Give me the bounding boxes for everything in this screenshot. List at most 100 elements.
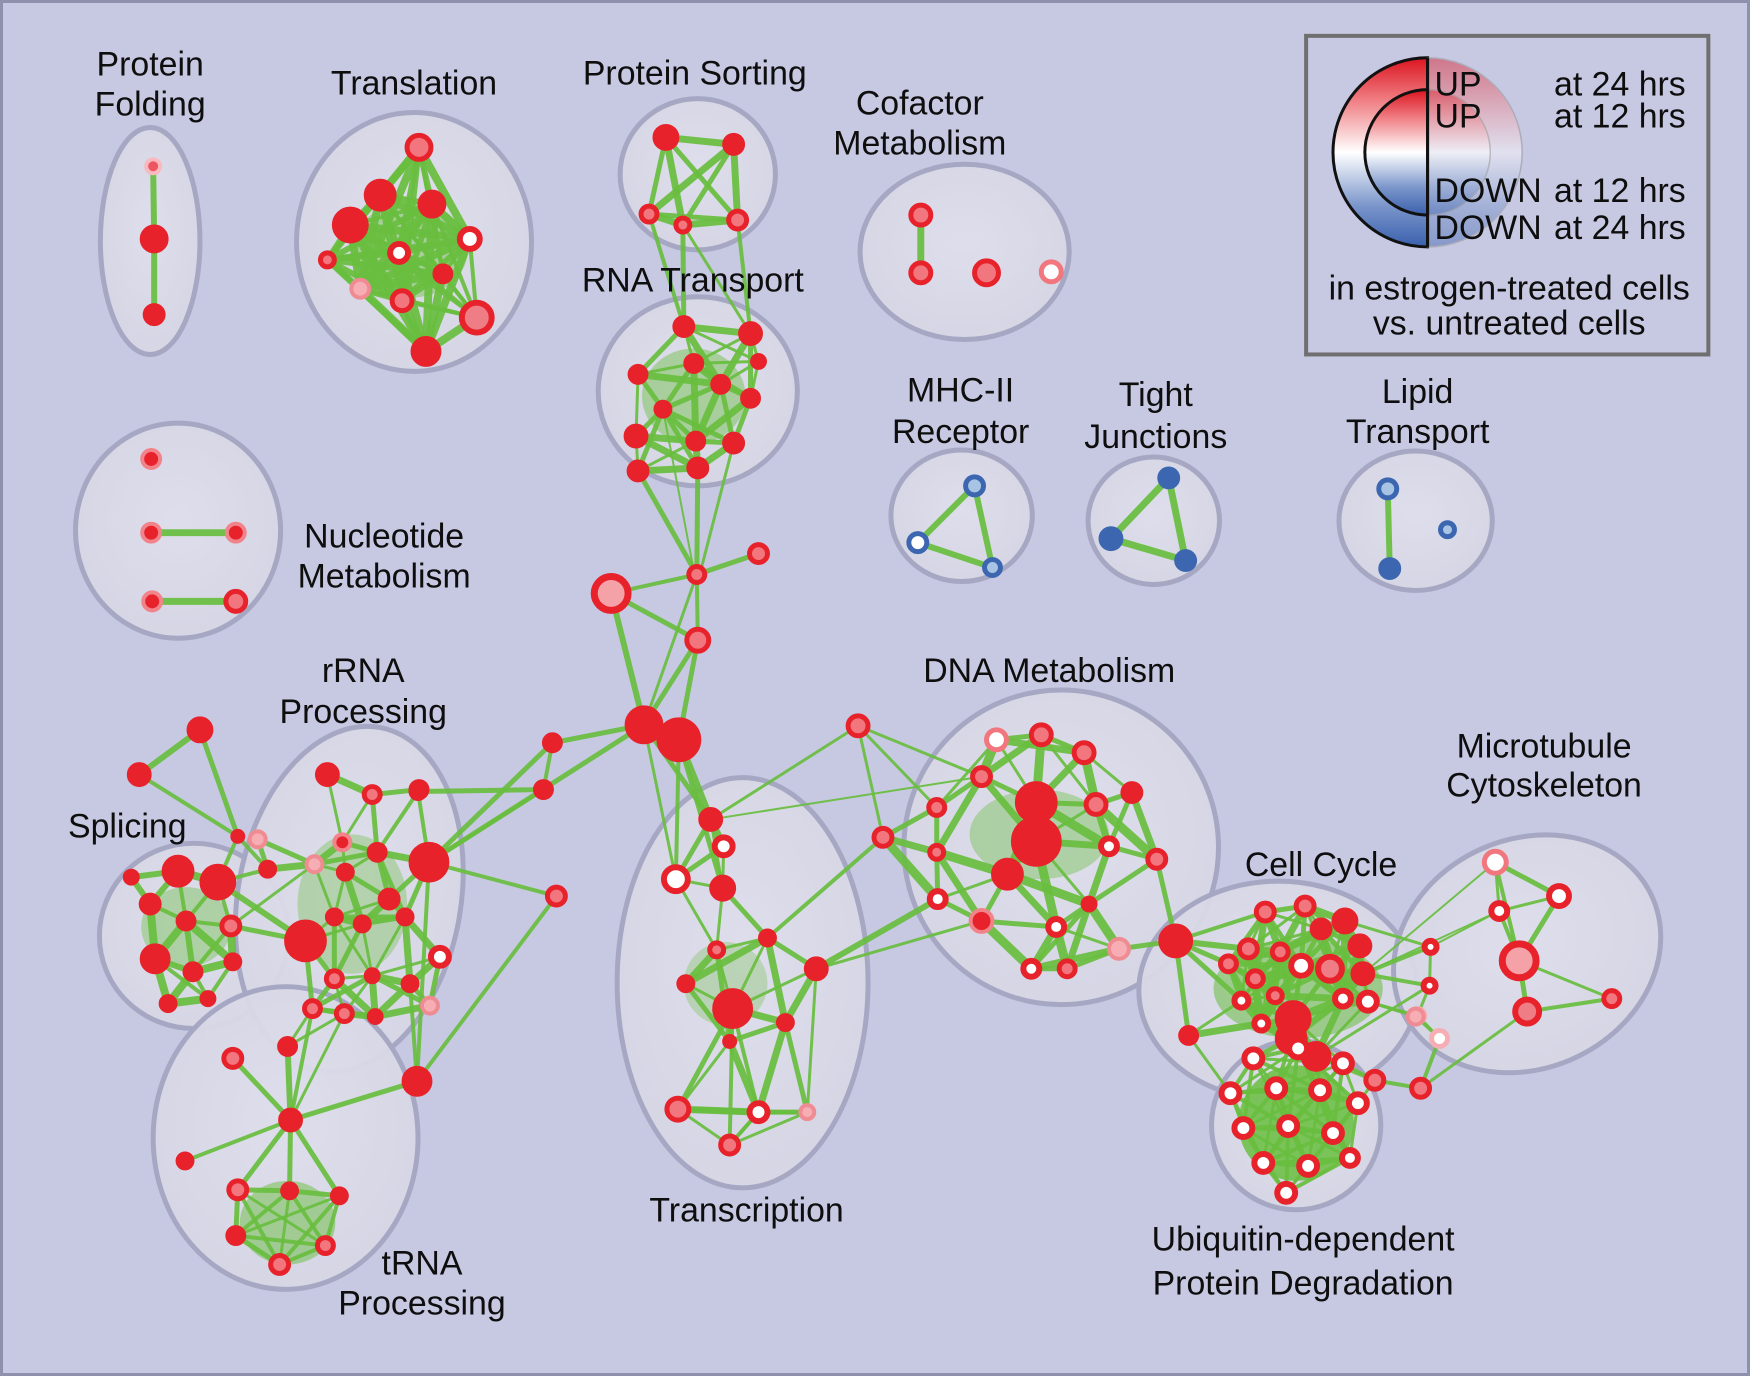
network-edge-backbone: [681, 223, 753, 336]
network-edge: [230, 1055, 294, 1123]
network-edge: [1187, 999, 1243, 1037]
network-edge: [401, 913, 414, 988]
gene-node-rrna-processing: [366, 841, 388, 863]
network-edge-backbone: [699, 441, 736, 573]
gene-node-central-hubs: [845, 713, 871, 739]
gene-node-rna-transport: [653, 399, 673, 419]
gene-node-rrna-processing: [361, 784, 383, 805]
gene-node-splicing: [175, 910, 197, 932]
network-edge: [730, 140, 742, 224]
network-edge: [782, 1020, 810, 1115]
gene-node-dna-metabolism: [1145, 847, 1169, 871]
gene-node-central-hubs: [590, 573, 632, 614]
network-edge: [1286, 1101, 1360, 1128]
gene-node-cell-cycle: [1293, 894, 1317, 918]
gene-node-lipid-transport: [1376, 477, 1400, 501]
gene-node-transcription: [676, 974, 696, 994]
gene-node-rna-transport: [683, 352, 705, 374]
network-edge: [1086, 856, 1160, 907]
network-edge: [663, 134, 741, 223]
cluster-ellipse-mhc-ii-receptor: [888, 447, 1035, 584]
gene-node-microtubule-cytoskeleton: [1601, 988, 1623, 1010]
network-edge: [286, 1012, 346, 1048]
gene-node-cell-cycle: [1350, 961, 1376, 987]
gene-node-rrna-processing: [395, 907, 415, 927]
network-edge: [805, 967, 818, 1114]
gene-node-central-hubs: [541, 732, 563, 754]
gene-node-microtubule-cytoskeleton: [1488, 900, 1511, 922]
network-edge: [763, 934, 789, 1027]
network-edge: [1284, 1155, 1352, 1195]
cluster-label-tight-junctions: Tight: [1119, 376, 1194, 414]
network-edge: [1246, 904, 1307, 951]
gene-node-protein-folding: [144, 157, 163, 176]
gene-node-nucleotide-metabolism: [224, 521, 247, 544]
network-edge-backbone: [814, 919, 984, 971]
cluster-label-nucleotide-metabolism: Nucleotide: [304, 518, 464, 556]
network-edge: [233, 1233, 328, 1248]
gene-node-rrna-processing: [335, 862, 355, 882]
cluster-label-lipid-transport: Transport: [1346, 413, 1490, 451]
gene-node-transcription: [803, 956, 829, 982]
legend-time-3: at 24 hrs: [1554, 209, 1686, 247]
gene-node-protein-sorting: [673, 215, 693, 235]
network-edge: [645, 140, 738, 218]
network-edge: [1107, 535, 1190, 565]
gene-node-ubiquitin-degradation: [1308, 1078, 1332, 1103]
gene-node-ubiquitin-degradation: [1218, 1081, 1243, 1106]
network-edge: [374, 849, 408, 920]
network-edge-backbone: [673, 737, 681, 882]
network-edge: [1261, 1131, 1335, 1165]
gene-node-cell-cycle: [1244, 968, 1266, 990]
network-edge: [1271, 992, 1347, 1003]
cluster-label-rrna-processing: Processing: [280, 693, 447, 731]
legend-footer-line-0: in estrogen-treated cells: [1329, 270, 1690, 308]
cluster-label-dna-metabolism: DNA Metabolism: [923, 652, 1175, 690]
network-edge: [935, 738, 998, 809]
network-edge: [287, 1188, 328, 1248]
gene-node-protein-folding: [142, 303, 166, 327]
gene-node-translation: [389, 288, 415, 314]
gene-node-cell-cycle: [1217, 953, 1239, 975]
network-edge: [235, 1117, 294, 1193]
network-edge: [692, 394, 755, 445]
gene-node-protein-sorting: [726, 208, 750, 232]
network-edge: [727, 1006, 735, 1147]
legend-time-2: at 12 hrs: [1554, 172, 1686, 210]
cluster-label-microtubule-cytoskeleton: Microtubule: [1457, 728, 1632, 766]
network-edge: [1091, 800, 1162, 864]
network-edge: [682, 934, 771, 988]
gene-node-central-hubs: [686, 564, 708, 585]
gene-node-central-hubs: [656, 717, 702, 763]
gene-node-translation: [432, 263, 454, 285]
gene-node-dna-metabolism: [1056, 958, 1078, 980]
gene-node-rrna-processing: [400, 974, 420, 994]
gene-node-tight-junctions: [1174, 549, 1198, 573]
cluster-label-cofactor-metabolism: Metabolism: [833, 124, 1006, 162]
gene-node-lipid-transport: [1438, 520, 1457, 540]
network-edge-backbone: [426, 860, 559, 899]
gene-node-dna-metabolism: [970, 765, 993, 789]
network-edge: [1241, 1088, 1322, 1130]
gene-node-trna-processing: [226, 1178, 250, 1202]
gene-node-transcription: [746, 1100, 771, 1125]
gene-node-central-hubs: [186, 716, 214, 744]
gene-node-rrna-processing: [304, 854, 325, 875]
gene-node-splicing: [223, 952, 243, 972]
gene-node-dna-metabolism: [1158, 923, 1194, 959]
gene-node-cell-cycle: [1347, 933, 1373, 959]
network-edge-backbone: [289, 1012, 346, 1122]
gene-node-trna-processing: [268, 1253, 292, 1276]
gene-node-trna-processing: [221, 1046, 245, 1070]
network-edge: [690, 359, 700, 445]
gene-node-central-hubs: [230, 828, 246, 844]
gene-node-boundary-nodes: [1405, 1006, 1426, 1027]
gene-node-translation: [317, 250, 337, 270]
network-edge: [1185, 1020, 1265, 1039]
network-edge: [288, 1117, 342, 1199]
legend-direction-2: DOWN: [1435, 172, 1542, 210]
gene-node-dna-metabolism: [990, 857, 1024, 891]
gene-node-central-hubs: [532, 779, 554, 801]
